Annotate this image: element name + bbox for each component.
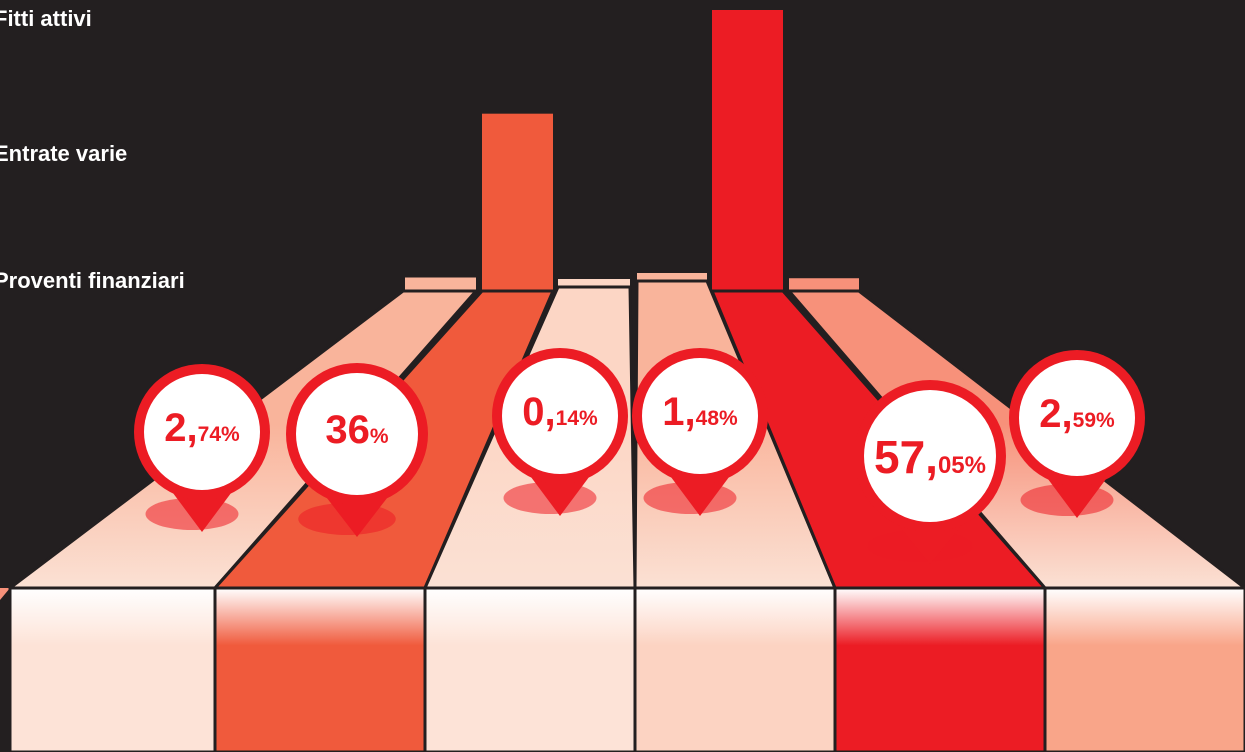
value-pin-6: 2,59% bbox=[1008, 349, 1146, 523]
bar-front-1 bbox=[8, 586, 217, 752]
map-pin-icon bbox=[134, 364, 270, 532]
back-bars bbox=[405, 10, 859, 293]
bar-2 bbox=[482, 113, 553, 293]
pin-value-int: 0, bbox=[522, 390, 556, 434]
pin-value-label: 57,05% bbox=[853, 430, 1007, 484]
bar-front-5 bbox=[833, 586, 1047, 752]
front-blocks bbox=[8, 586, 1245, 752]
pin-value-int: 36 bbox=[325, 408, 370, 452]
bar-3 bbox=[558, 279, 630, 289]
bar-front-3 bbox=[423, 586, 637, 752]
pin-value-int: 1, bbox=[662, 390, 696, 434]
legend-label-proventi-finanziari: Proventi finanziari bbox=[0, 268, 185, 293]
bar-6 bbox=[789, 278, 859, 293]
value-pin-5: 57,05% bbox=[853, 379, 1007, 569]
value-pin-2: 36% bbox=[285, 362, 429, 542]
pin-value-dec: 59% bbox=[1072, 409, 1115, 432]
map-pin-icon bbox=[1009, 350, 1145, 518]
legend-label-fitti-attivi: Fitti attivi bbox=[0, 6, 92, 31]
pin-value-label: 2,59% bbox=[1008, 392, 1146, 437]
value-pin-4: 1,48% bbox=[631, 347, 769, 521]
bar-front-6 bbox=[1043, 586, 1245, 752]
bar-front-2 bbox=[213, 586, 427, 752]
bar-1 bbox=[405, 277, 476, 293]
pin-value-dec: 14% bbox=[555, 407, 598, 430]
pin-value-dec: 05% bbox=[937, 452, 986, 479]
pin-value-label: 1,48% bbox=[631, 390, 769, 435]
bar-front-4 bbox=[633, 586, 837, 752]
pin-value-label: 0,14% bbox=[491, 390, 629, 435]
legend-label-entrate-varie: Entrate varie bbox=[0, 141, 128, 166]
pin-value-dec: 74% bbox=[197, 423, 240, 446]
value-pin-1: 2,74% bbox=[133, 363, 271, 537]
pin-value-int: 2, bbox=[1039, 392, 1073, 436]
map-pin-icon bbox=[632, 348, 768, 516]
bar-4 bbox=[637, 273, 707, 283]
bar-5 bbox=[712, 10, 783, 293]
pin-value-int: 57, bbox=[874, 431, 938, 483]
pin-value-label: 2,74% bbox=[133, 406, 271, 451]
pin-value-dec: 48% bbox=[695, 407, 738, 430]
ramp-edge bbox=[0, 588, 10, 600]
pin-value-label: 36% bbox=[285, 408, 429, 453]
pin-value-int: 2, bbox=[164, 406, 198, 450]
map-pin-icon bbox=[492, 348, 628, 516]
map-pin-icon bbox=[854, 380, 1006, 564]
pin-value-dec: % bbox=[369, 425, 389, 448]
value-pin-3: 0,14% bbox=[491, 347, 629, 521]
map-pin-icon bbox=[286, 363, 428, 537]
